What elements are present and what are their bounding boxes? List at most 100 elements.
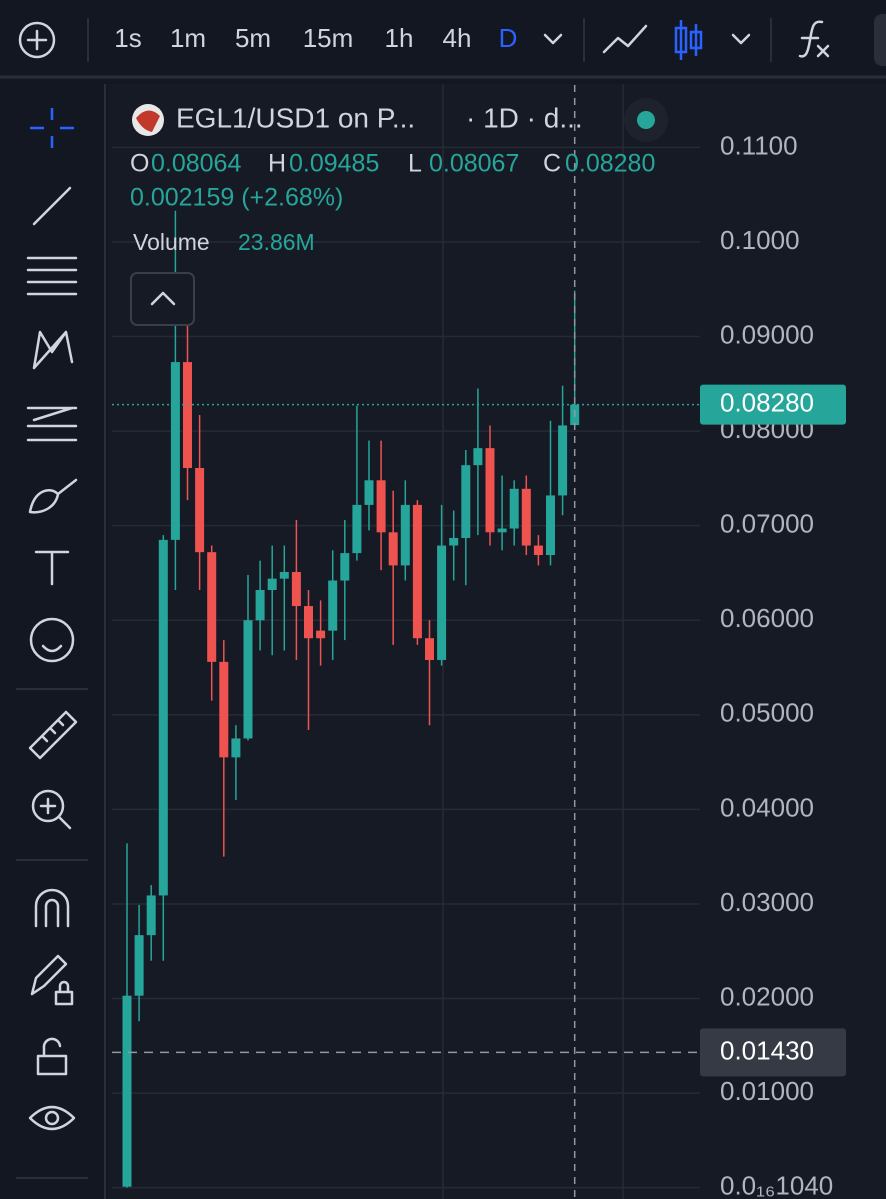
y-tick-label: 0.06000 [720, 603, 814, 633]
ruler-tool[interactable] [28, 710, 78, 760]
collapse-legend-button[interactable] [130, 272, 195, 326]
candle-body [546, 495, 555, 555]
prediction-tool[interactable] [26, 406, 78, 442]
indicators-button[interactable] [798, 20, 830, 58]
collapse-icon [150, 291, 176, 306]
ohlc-value: 0.08064 [151, 150, 241, 178]
candle-body [425, 638, 434, 660]
interval-button[interactable]: 1h [385, 23, 414, 53]
hide-tool[interactable] [28, 1105, 76, 1131]
candle-body [195, 467, 205, 553]
interval-active[interactable]: D [499, 23, 518, 53]
y-tick-label: 0.04000 [720, 792, 814, 822]
candle-body [231, 738, 241, 758]
fib-tool[interactable] [26, 256, 78, 296]
lock-drawing-tool[interactable] [30, 954, 74, 1006]
candle-body [437, 545, 447, 660]
left-toolbar-bg [0, 84, 104, 1199]
add-icon [26, 29, 48, 51]
candle-body [183, 362, 192, 468]
candle-body [533, 545, 543, 555]
volume-value: 23.86M [238, 229, 315, 255]
candle-body [485, 448, 495, 533]
candle-body [497, 528, 507, 533]
ohlc-value: 0.08067 [429, 150, 519, 178]
crosshair-label: 0.01430 [720, 1035, 814, 1065]
emoji-smile [41, 644, 63, 653]
y-tick-label: 0.07000 [720, 509, 814, 539]
y-tick-label: 0.09000 [720, 319, 814, 349]
candle-body [146, 895, 156, 936]
emoji-tool[interactable] [29, 617, 75, 663]
brush-tool[interactable] [28, 478, 78, 514]
ohlc-label: H [268, 150, 286, 178]
candle-body [558, 425, 568, 496]
interval-dropdown[interactable] [543, 33, 563, 45]
symbol-title[interactable]: EGL1/USD1 on P... [176, 102, 415, 133]
candle-body [304, 606, 313, 639]
ohlc-value: 0.09485 [289, 150, 379, 178]
crosshair-tag [700, 1028, 846, 1077]
chart-pane [108, 84, 886, 1199]
candle-body [279, 572, 289, 579]
candle-body [255, 589, 265, 621]
ohlc-label: C [543, 150, 561, 178]
more-button[interactable] [874, 14, 886, 66]
hide-icon [44, 1110, 60, 1126]
last-price-tag [700, 384, 846, 425]
ohlc-value: 0.08280 [565, 150, 655, 178]
candle-body [400, 504, 410, 566]
symbol-logo-part [136, 110, 160, 132]
y-tick-label: 0.1100 [720, 130, 798, 160]
top-toolbar: 1s 1m 5m 15m 1h 4h D [0, 14, 886, 79]
candle-body [243, 620, 253, 739]
line-chart-button[interactable] [602, 24, 648, 54]
candle-body [170, 362, 180, 540]
interval-button[interactable]: 4h [443, 23, 472, 53]
symbol-interval: · 1D · d... [466, 102, 583, 133]
candle-body [521, 488, 531, 546]
change: 0.002159 (+2.68%) [130, 184, 343, 212]
candle-body [364, 480, 374, 505]
y-tick-label: 0.0₁₆1040 [720, 1171, 833, 1199]
candle-body [461, 465, 471, 538]
candle-body [376, 480, 386, 533]
candle-body [134, 935, 144, 996]
text-tool[interactable] [34, 550, 70, 586]
y-tick-label: 0.03000 [720, 887, 814, 917]
y-tick-label: 0.05000 [720, 698, 814, 728]
zoom-tool[interactable] [31, 789, 65, 823]
icon-part [674, 26, 688, 54]
interval-button[interactable]: 1m [170, 23, 206, 53]
legend: EGL1/USD1 on P... · 1D · d... O 0.08064 H 0… [130, 98, 668, 326]
candle-body [352, 504, 362, 554]
candle-chart-button[interactable] [674, 20, 703, 60]
candle-body [291, 572, 301, 607]
last-price-label: 0.08280 [720, 388, 814, 418]
lock-tool[interactable] [36, 1037, 68, 1076]
candle-body [449, 537, 459, 546]
ohlc-label: L [408, 150, 422, 178]
candle-body [316, 630, 326, 639]
candle-body [388, 532, 398, 566]
interval-button[interactable]: 5m [235, 23, 271, 53]
y-tick-label: 0.01000 [720, 1076, 814, 1106]
candle-body [340, 553, 350, 581]
candle-body [473, 448, 483, 466]
candle-body [267, 578, 277, 590]
interval-button[interactable]: 15m [303, 23, 354, 53]
crosshair-tool[interactable] [30, 108, 74, 148]
interval-button[interactable]: 1s [114, 23, 141, 53]
pattern-tool[interactable] [32, 330, 74, 370]
add-button[interactable] [18, 21, 56, 59]
candle-body [207, 552, 217, 662]
zoom-icon [39, 797, 72, 830]
status-dot [637, 111, 655, 129]
chart-type-dropdown[interactable] [731, 33, 751, 45]
candle-body [219, 661, 229, 758]
magnet-tool[interactable] [34, 888, 70, 928]
candle-body [158, 539, 168, 896]
trend-line-tool[interactable] [32, 186, 72, 226]
candle-body [122, 995, 132, 1187]
